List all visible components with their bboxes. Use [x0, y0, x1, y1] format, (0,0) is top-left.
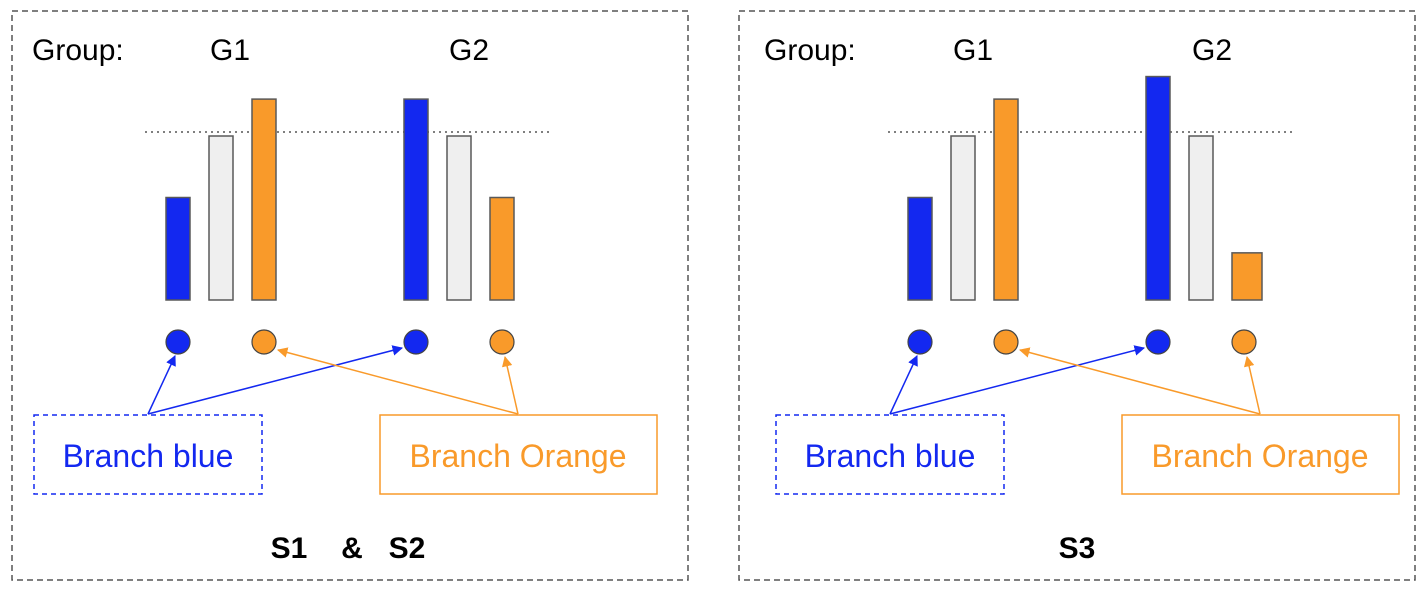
group-label: Group:	[764, 34, 856, 67]
caption-ampersand: &	[341, 532, 363, 565]
arrow-orange-to-g1	[1018, 347, 1261, 415]
node-g1-orange	[993, 329, 1019, 355]
arrow-orange-to-g2	[1243, 355, 1261, 415]
branch-orange-box	[379, 414, 658, 495]
panel-s3: Group: G1 G2 Branch blue Branch Orange S…	[738, 10, 1416, 581]
branch-orange-label: Branch Orange	[409, 438, 626, 474]
group-g1-label: G1	[210, 34, 250, 67]
bar-g1-blue	[907, 196, 933, 301]
caption-scenario-s1: S1	[271, 532, 308, 565]
caption-scenario-s3: S3	[1059, 532, 1096, 565]
panel-s1-s2: Group: G1 G2 Branch blue Branch Orange S…	[11, 10, 689, 581]
bars	[907, 75, 1263, 301]
caption-scenario-s2: S2	[389, 532, 426, 565]
branch-blue-label: Branch blue	[63, 438, 234, 474]
arrow-blue-to-g2	[147, 345, 404, 415]
panel-border	[11, 10, 689, 581]
bar-g1-neutral	[208, 135, 234, 301]
node-g1-orange	[251, 329, 277, 355]
branch-blue-label: Branch blue	[805, 438, 976, 474]
node-g2-blue	[1145, 329, 1171, 355]
group-g2-label: G2	[449, 34, 489, 67]
bar-g2-orange	[489, 196, 515, 301]
bar-g2-neutral	[446, 135, 472, 301]
group-g1-label: G1	[953, 34, 993, 67]
branch-orange-box	[1121, 414, 1400, 495]
bar-g1-blue	[165, 196, 191, 301]
arrow-blue-to-g2	[889, 345, 1146, 415]
group-label: Group:	[32, 34, 124, 67]
bar-g1-neutral	[950, 135, 976, 301]
node-g2-orange	[489, 329, 515, 355]
arrow-orange-to-g2	[501, 355, 519, 415]
node-g2-orange	[1231, 329, 1257, 355]
bar-g1-orange	[993, 98, 1019, 301]
group-g2-label: G2	[1192, 34, 1232, 67]
node-g1-blue	[907, 329, 933, 355]
panel-border	[738, 10, 1416, 581]
bars	[165, 98, 515, 301]
branch-orange-label: Branch Orange	[1151, 438, 1368, 474]
arrow-orange-to-g1	[276, 347, 519, 415]
bar-g2-neutral	[1188, 135, 1214, 301]
node-g2-blue	[403, 329, 429, 355]
bar-g1-orange	[251, 98, 277, 301]
arrow-blue-to-g1	[147, 355, 176, 415]
bar-g2-blue	[1145, 75, 1171, 301]
bar-g2-blue	[403, 98, 429, 301]
node-g1-blue	[165, 329, 191, 355]
arrow-blue-to-g1	[889, 355, 918, 415]
bar-g2-orange	[1231, 252, 1263, 301]
